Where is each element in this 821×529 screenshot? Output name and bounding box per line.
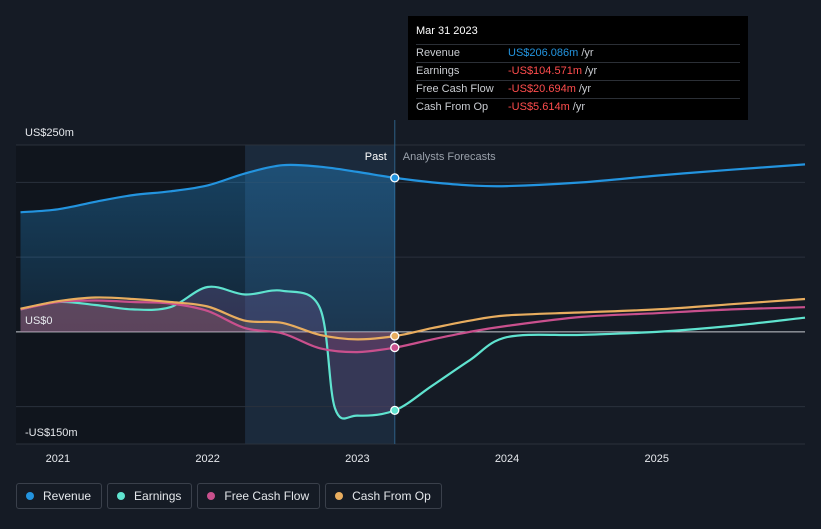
y-tick-label: -US$150m <box>25 427 78 439</box>
tooltip-row-free-cash-flow: Free Cash Flow -US$20.694m /yr <box>416 81 740 99</box>
legend-label: Free Cash Flow <box>224 489 310 503</box>
y-tick-label: US$0 <box>25 315 53 327</box>
tooltip-row-revenue: Revenue US$206.086m /yr <box>416 45 740 63</box>
legend-label: Revenue <box>43 489 92 503</box>
cash-from-op-marker <box>390 331 400 341</box>
tooltip-row-cash-from-op: Cash From Op -US$5.614m /yr <box>416 99 740 116</box>
earnings-line <box>20 285 806 420</box>
tooltip: Mar 31 2023 Revenue US$206.086m /yr Earn… <box>408 16 748 120</box>
legend-item-revenue[interactable]: Revenue <box>16 483 103 509</box>
legend-dot-icon <box>335 492 344 500</box>
legend-dot-icon <box>26 492 34 500</box>
legend-item-earnings[interactable]: Earnings <box>107 483 193 509</box>
past-label: Past <box>365 151 387 163</box>
forecast-label: Analysts Forecasts <box>403 151 496 163</box>
legend-dot-icon <box>207 492 216 500</box>
tooltip-unit: /yr <box>578 83 592 95</box>
tooltip-date: Mar 31 2023 <box>416 22 740 45</box>
y-tick-label: US$250m <box>25 127 74 139</box>
earnings-area <box>20 286 395 419</box>
tooltip-label: Earnings <box>416 65 460 77</box>
legend: Revenue Earnings Free Cash Flow Cash Fro… <box>16 483 442 511</box>
legend-label: Earnings <box>134 489 182 503</box>
x-tick-label: 2025 <box>645 453 669 465</box>
x-tick-label: 2022 <box>195 453 219 465</box>
tooltip-unit: /yr <box>581 47 594 59</box>
x-tick-label: 2023 <box>345 453 369 465</box>
revenue-line <box>20 163 806 214</box>
legend-item-free-cash-flow[interactable]: Free Cash Flow <box>197 483 321 509</box>
tooltip-value: -US$5.614m <box>508 101 570 113</box>
tooltip-value: -US$20.694m <box>508 83 576 95</box>
tooltip-value: US$206.086m <box>508 47 579 59</box>
legend-label: Cash From Op <box>352 489 431 503</box>
x-tick-label: 2021 <box>46 453 70 465</box>
tooltip-value: -US$104.571m <box>508 65 582 77</box>
free-cash-flow-marker <box>390 342 400 353</box>
earnings-marker <box>390 405 400 416</box>
revenue-marker <box>390 173 400 183</box>
x-tick-label: 2024 <box>495 453 519 465</box>
legend-item-cash-from-op[interactable]: Cash From Op <box>325 483 442 509</box>
tooltip-label: Cash From Op <box>416 101 489 113</box>
free-cash-flow-area <box>20 300 395 353</box>
tooltip-unit: /yr <box>572 101 585 113</box>
tooltip-row-earnings: Earnings -US$104.571m /yr <box>416 63 740 81</box>
legend-dot-icon <box>117 492 126 500</box>
tooltip-label: Revenue <box>416 47 461 59</box>
revenue-area <box>20 164 395 332</box>
free-cash-flow-line <box>20 299 806 354</box>
cash-from-op-line <box>20 296 806 341</box>
tooltip-unit: /yr <box>585 65 598 77</box>
tooltip-label: Free Cash Flow <box>416 83 494 95</box>
